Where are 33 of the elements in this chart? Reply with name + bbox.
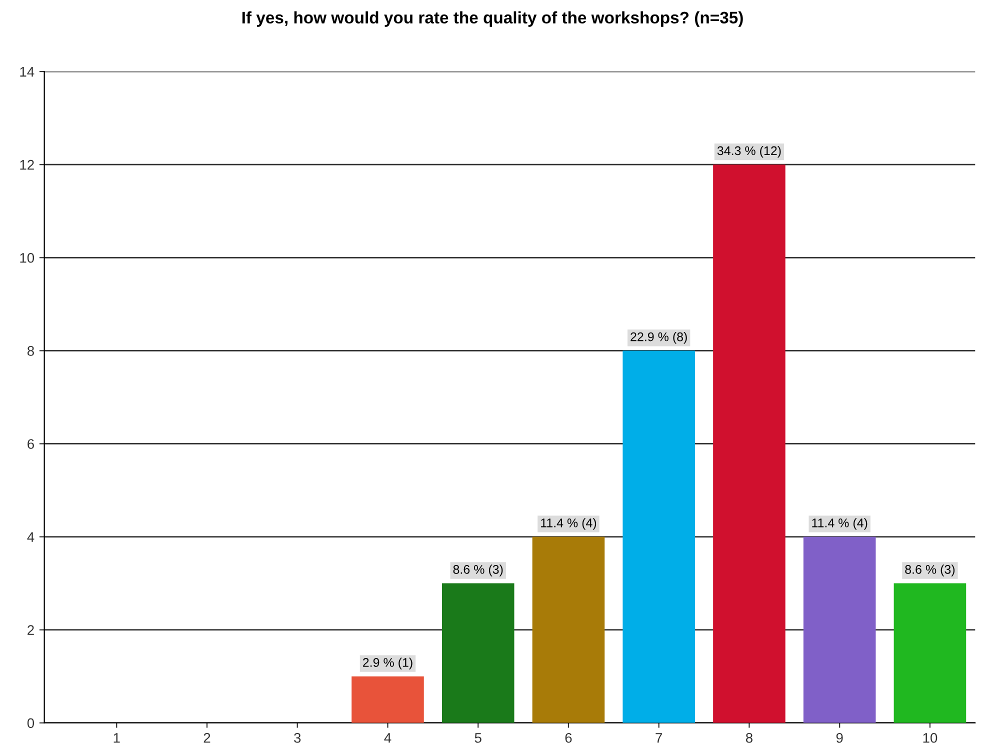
x-tick-label: 9 <box>836 732 843 743</box>
x-tick-label: 7 <box>656 733 662 743</box>
bar <box>532 536 605 723</box>
y-tick-label: 6 <box>28 439 34 449</box>
data-label: 8.6 % (3) <box>905 564 955 576</box>
x-tick-label: 3 <box>294 732 301 743</box>
data-label: 11.4 % (4) <box>812 518 868 530</box>
x-tick-label: 8 <box>746 732 752 743</box>
bar <box>622 350 695 723</box>
bar <box>713 164 786 723</box>
x-tick-label: 1 <box>114 733 120 743</box>
x-tick-label: 6 <box>565 732 572 743</box>
data-label: 11.4 % (4) <box>541 518 596 530</box>
y-tick-label: 10 <box>20 252 34 263</box>
y-tick-label: 12 <box>20 160 34 170</box>
bar <box>894 583 966 723</box>
y-tick-label: 4 <box>27 532 34 542</box>
bar <box>352 676 424 723</box>
data-label: 8.6 % (3) <box>453 564 503 576</box>
data-label: 2.9 % (1) <box>363 658 412 670</box>
x-tick-label: 4 <box>384 733 392 743</box>
y-tick-label: 8 <box>27 346 34 356</box>
y-tick-label: 2 <box>28 625 34 635</box>
data-label: 22.9 % (8) <box>630 332 687 344</box>
y-tick-label: 0 <box>27 718 34 728</box>
x-tick-label: 5 <box>474 733 482 743</box>
bar <box>442 583 514 723</box>
x-tick-label: 10 <box>923 732 938 743</box>
x-tick-label: 2 <box>204 732 210 743</box>
bar <box>803 536 876 723</box>
y-tick-label: 14 <box>20 67 34 77</box>
chart-title: If yes, how would you rate the quality of the workshops? (n=35) <box>242 11 743 27</box>
data-label: 34.3 % (12) <box>717 146 781 158</box>
